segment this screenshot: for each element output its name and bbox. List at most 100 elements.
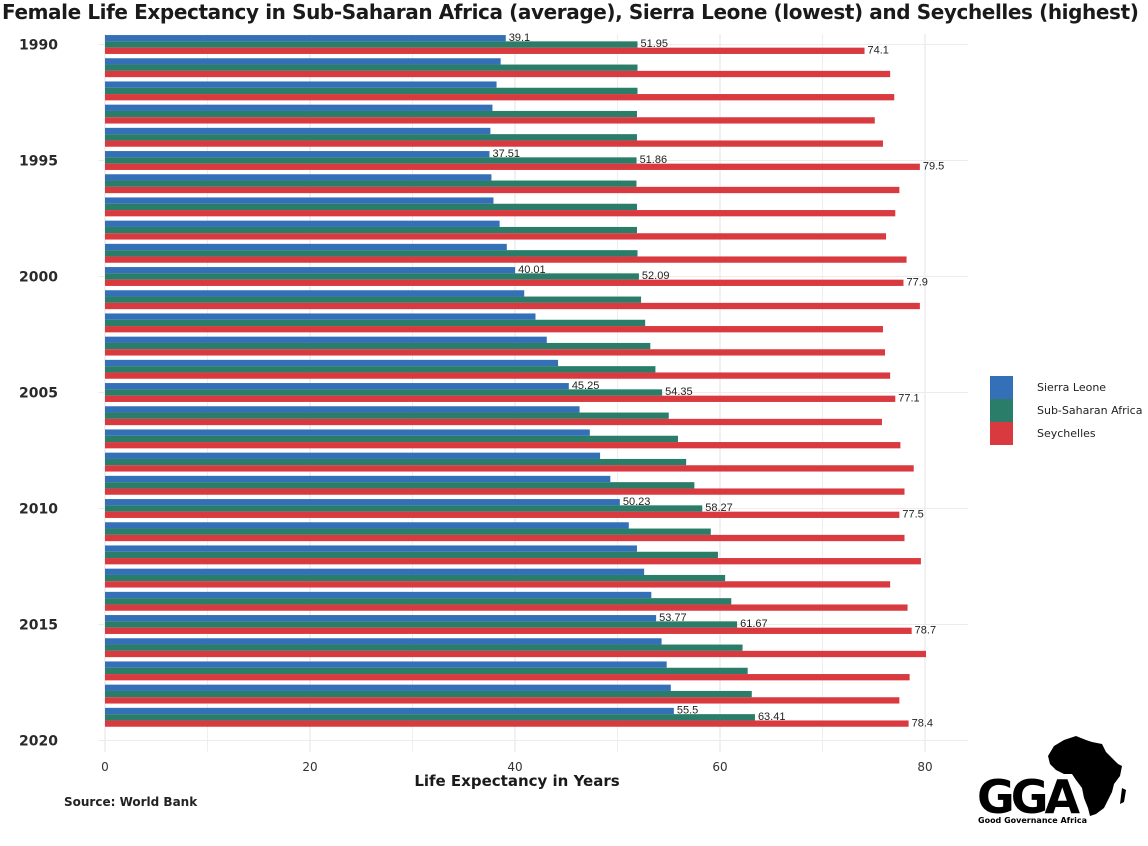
bar-sierra-leone (105, 267, 516, 274)
bar-sub-saharan-africa (105, 87, 638, 95)
data-label: 79.5 (923, 160, 944, 172)
legend-key-sub-saharan-africa (990, 399, 1013, 422)
legend-item-sierra-leone: Sierra Leone (990, 376, 1142, 399)
bar-seychelles (105, 488, 905, 495)
bar-sub-saharan-africa (105, 110, 637, 118)
data-label: 61.67 (740, 618, 768, 630)
logo-letters: GGA (977, 770, 1080, 824)
bar-sub-saharan-africa (105, 366, 656, 373)
bar-seychelles (105, 581, 891, 588)
bar-seychelles (105, 442, 901, 449)
data-label: 40.01 (518, 264, 546, 276)
data-label: 52.09 (642, 270, 670, 282)
bar-seychelles (105, 279, 904, 286)
bar-seychelles (105, 511, 900, 518)
y-tick-label: 2015 (19, 618, 58, 634)
bar-sub-saharan-africa (105, 273, 639, 280)
bar-sub-saharan-africa (105, 226, 637, 234)
bar-sub-saharan-africa (105, 714, 755, 721)
bar-seychelles (105, 186, 900, 194)
legend-item-sub-saharan-africa: Sub-Saharan Africa (990, 399, 1142, 422)
bar-sub-saharan-africa (105, 41, 638, 48)
bar-seychelles (105, 349, 886, 356)
bar-sierra-leone (105, 220, 500, 227)
bar-sierra-leone (105, 359, 559, 367)
bar-sierra-leone (105, 151, 490, 158)
data-label: 50.23 (623, 496, 651, 508)
data-label: 78.4 (912, 717, 933, 729)
bar-seychelles (105, 302, 920, 310)
bar-sub-saharan-africa (105, 134, 637, 141)
bar-seychelles (105, 674, 910, 681)
bar-sub-saharan-africa (105, 598, 732, 605)
y-tick-label: 1995 (19, 154, 58, 170)
data-label: 37.51 (492, 148, 520, 160)
x-tick-label: 40 (507, 760, 522, 774)
bar-sub-saharan-africa (105, 528, 711, 535)
bar-seychelles (105, 140, 883, 147)
bar-sub-saharan-africa (105, 342, 651, 350)
bar-sub-saharan-africa (105, 435, 678, 443)
bar-sub-saharan-africa (105, 574, 726, 582)
data-label: 54.35 (665, 386, 693, 398)
bar-sierra-leone (105, 197, 494, 204)
bar-sierra-leone (105, 406, 580, 413)
bar-sierra-leone (105, 174, 492, 181)
bar-sub-saharan-africa (105, 551, 718, 559)
chart-title: Female Life Expectancy in Sub-Saharan Af… (2, 0, 1139, 24)
data-label: 78.7 (915, 624, 936, 636)
bar-sierra-leone (105, 615, 657, 622)
bar-sierra-leone (105, 707, 674, 715)
bar-sierra-leone (105, 429, 590, 436)
bar-sub-saharan-africa (105, 667, 748, 675)
x-axis-title: Life Expectancy in Years (414, 772, 620, 790)
bar-sierra-leone (105, 104, 493, 111)
x-axis-ticks: 0 20 40 60 80 (101, 760, 932, 774)
bar-sub-saharan-africa (105, 621, 738, 628)
bar-sub-saharan-africa (105, 458, 687, 466)
bar-sierra-leone (105, 545, 637, 552)
bar-seychelles (105, 117, 875, 124)
legend: Sierra Leone Sub-Saharan Africa Seychell… (990, 376, 1142, 445)
africa-map-icon (1048, 736, 1126, 816)
bar-sierra-leone (105, 127, 491, 135)
bars (105, 35, 927, 727)
legend-key-seychelles (990, 422, 1013, 445)
bar-seychelles (105, 604, 908, 611)
data-label: 51.95 (640, 38, 668, 50)
bar-sub-saharan-africa (105, 296, 642, 303)
bar-sierra-leone (105, 35, 506, 42)
x-tick-label: 80 (917, 760, 932, 774)
bar-sub-saharan-africa (105, 319, 646, 327)
data-label: 39.1 (509, 32, 530, 44)
bar-seychelles (105, 326, 883, 333)
bar-sub-saharan-africa (105, 412, 669, 419)
bar-sierra-leone (105, 243, 507, 251)
bar-sub-saharan-africa (105, 157, 637, 164)
bar-seychelles (105, 70, 891, 78)
bar-seychelles (105, 627, 912, 634)
y-tick-label: 2020 (19, 734, 58, 750)
data-label: 77.9 (906, 276, 927, 288)
bar-sub-saharan-africa (105, 482, 695, 489)
bar-sub-saharan-africa (105, 690, 752, 698)
y-tick-label: 1990 (19, 38, 58, 54)
legend-label: Sub-Saharan Africa (1037, 404, 1143, 417)
bar-sub-saharan-africa (105, 180, 637, 187)
bar-seychelles (105, 163, 920, 170)
bar-sierra-leone (105, 452, 601, 459)
y-tick-label: 2000 (19, 270, 58, 286)
bar-sierra-leone (105, 475, 611, 483)
logo-subtitle: Good Governance Africa (978, 816, 1087, 825)
bar-seychelles (105, 94, 895, 101)
bar-sierra-leone (105, 661, 667, 668)
bar-seychelles (105, 47, 865, 54)
bar-seychelles (105, 465, 914, 472)
bar-seychelles (105, 650, 927, 658)
bar-sierra-leone (105, 522, 629, 529)
bar-seychelles (105, 534, 905, 542)
y-tick-label: 2010 (19, 502, 58, 518)
data-label: 45.25 (572, 380, 600, 392)
bar-sub-saharan-africa (105, 505, 703, 512)
source-note: Source: World Bank (64, 795, 198, 809)
